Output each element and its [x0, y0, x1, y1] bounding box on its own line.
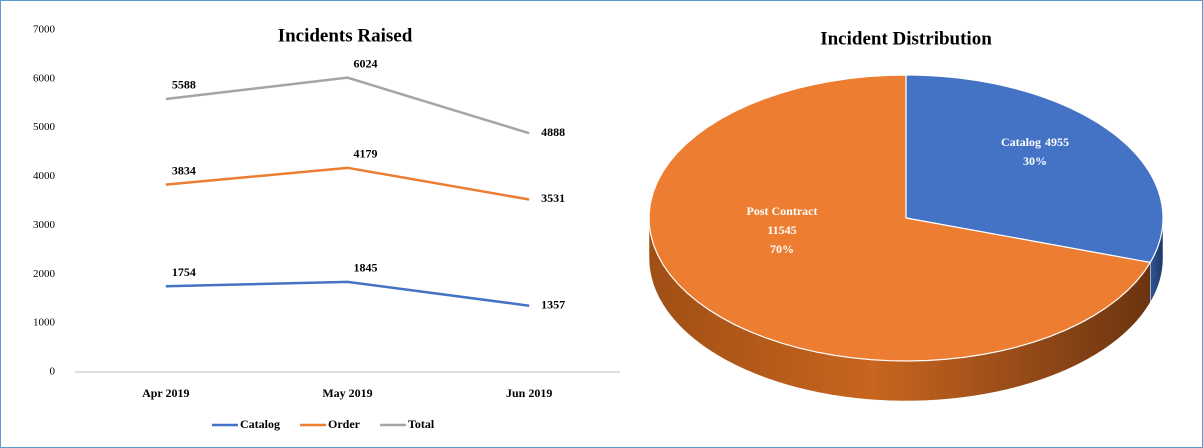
y-tick-label: 1000 [33, 317, 56, 329]
data-label: 3834 [172, 163, 196, 177]
slice-label: Catalog 4955 [1001, 135, 1069, 149]
x-tick-label: Apr 2019 [142, 386, 189, 400]
x-tick-label: May 2019 [322, 386, 372, 400]
legend-label: Total [408, 417, 435, 431]
slice-value: 4955 [1045, 135, 1069, 149]
y-tick-label: 7000 [33, 24, 56, 36]
data-label: 1357 [541, 297, 565, 311]
series-line [165, 166, 530, 201]
data-label: 5588 [172, 78, 196, 92]
x-tick-label: Jun 2019 [506, 386, 552, 400]
y-tick-label: 4000 [33, 170, 56, 182]
y-tick-label: 5000 [33, 121, 56, 133]
y-tick-label: 6000 [33, 72, 56, 84]
y-tick-label: 0 [50, 366, 56, 378]
data-label: 4179 [354, 147, 378, 161]
slice-label: Post Contract [747, 204, 818, 218]
data-label: 4888 [541, 125, 565, 139]
data-label: 3531 [541, 191, 565, 205]
pie-slice [905, 74, 1164, 264]
slice-percent: 70% [770, 242, 794, 256]
slice-name: Catalog [1001, 135, 1041, 149]
slice-percent: 30% [1023, 154, 1047, 168]
data-label: 6024 [354, 56, 378, 70]
line-chart-title: Incidents Raised [278, 25, 413, 46]
data-label: 1845 [354, 261, 378, 275]
y-tick-label: 2000 [33, 268, 56, 280]
data-label: 1754 [172, 265, 196, 279]
legend-label: Order [328, 417, 361, 431]
series-line [165, 76, 530, 135]
series-line [165, 280, 530, 307]
legend-label: Catalog [240, 417, 280, 431]
y-tick-label: 3000 [33, 219, 56, 231]
pie-chart-title: Incident Distribution [820, 28, 992, 49]
slice-value: 11545 [767, 223, 796, 237]
pie-slice [648, 74, 1152, 362]
